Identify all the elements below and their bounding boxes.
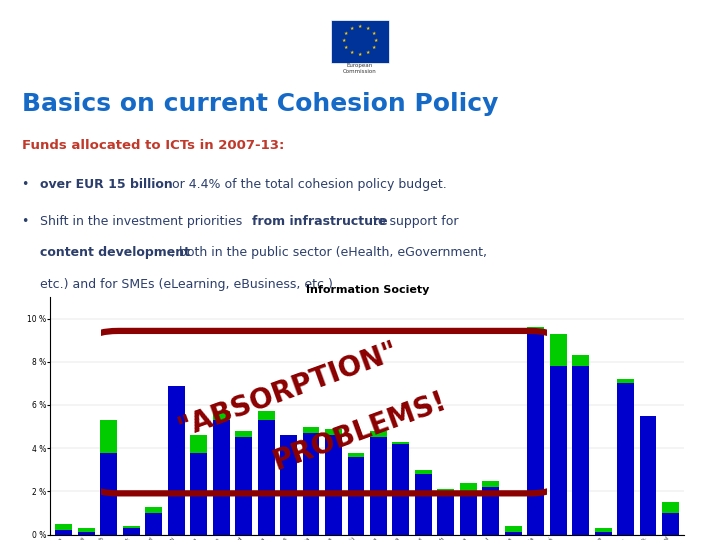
Bar <box>617 383 634 535</box>
Text: ★: ★ <box>350 50 354 56</box>
Text: from infrastructure: from infrastructure <box>252 214 387 227</box>
Bar <box>145 507 162 513</box>
Bar <box>100 453 117 535</box>
Bar <box>595 532 611 535</box>
Bar <box>415 474 432 535</box>
Text: etc.) and for SMEs (eLearning, eBusiness, etc.): etc.) and for SMEs (eLearning, eBusiness… <box>40 278 333 291</box>
Bar <box>190 453 207 535</box>
Bar <box>78 532 95 535</box>
Bar <box>572 355 589 366</box>
Text: over EUR 15 billion: over EUR 15 billion <box>40 178 172 191</box>
Bar <box>123 528 140 535</box>
Bar <box>550 334 567 366</box>
Bar <box>595 528 611 532</box>
Bar <box>639 416 657 535</box>
Bar <box>438 489 454 494</box>
Bar <box>415 470 432 474</box>
Bar <box>235 437 252 535</box>
Text: , both in the public sector (eHealth, eGovernment,: , both in the public sector (eHealth, eG… <box>171 246 487 259</box>
Bar <box>460 494 477 535</box>
Bar <box>325 429 342 435</box>
Bar <box>302 427 320 433</box>
Bar <box>325 435 342 535</box>
Bar <box>258 411 274 420</box>
Bar <box>190 435 207 453</box>
Text: "ABSORPTION": "ABSORPTION" <box>174 337 402 443</box>
Text: ★: ★ <box>366 26 370 31</box>
Text: •: • <box>22 214 29 227</box>
Bar <box>392 444 410 535</box>
Bar <box>482 481 499 487</box>
Text: ★: ★ <box>342 38 346 43</box>
Bar <box>100 420 117 453</box>
Bar <box>527 327 544 332</box>
Bar <box>617 379 634 383</box>
Bar <box>348 457 364 535</box>
Bar <box>55 530 72 535</box>
Bar <box>370 431 387 437</box>
Bar <box>78 528 95 532</box>
Bar <box>302 433 320 535</box>
Bar <box>212 420 230 535</box>
Bar <box>505 526 522 532</box>
Bar <box>331 19 389 63</box>
Text: Shift in the investment priorities: Shift in the investment priorities <box>40 214 246 227</box>
Bar <box>527 332 544 535</box>
Text: ★: ★ <box>344 31 348 36</box>
Bar <box>460 483 477 494</box>
Text: ★: ★ <box>366 50 370 56</box>
Bar <box>662 502 679 513</box>
Bar <box>280 435 297 535</box>
Text: PROBLEMS!: PROBLEMS! <box>269 387 451 476</box>
Bar <box>482 487 499 535</box>
Text: ★: ★ <box>344 45 348 50</box>
Bar <box>348 453 364 457</box>
Text: content development: content development <box>40 246 189 259</box>
Text: ★: ★ <box>374 38 378 43</box>
Text: ★: ★ <box>372 45 376 50</box>
Text: or 4.4% of the total cohesion policy budget.: or 4.4% of the total cohesion policy bud… <box>168 178 446 191</box>
Text: ★: ★ <box>358 52 362 57</box>
Text: European
Commission: European Commission <box>343 63 377 73</box>
Bar <box>235 431 252 437</box>
Bar <box>168 386 184 535</box>
Text: •: • <box>22 178 29 191</box>
Bar <box>258 420 274 535</box>
Bar <box>212 411 230 420</box>
Bar <box>370 437 387 535</box>
Bar <box>572 366 589 535</box>
Bar <box>145 513 162 535</box>
Bar <box>505 532 522 535</box>
Bar <box>438 494 454 535</box>
Title: Information Society: Information Society <box>305 285 429 295</box>
Text: Basics on current Cohesion Policy: Basics on current Cohesion Policy <box>22 92 498 116</box>
Bar <box>392 442 410 444</box>
Text: ★: ★ <box>358 24 362 29</box>
Bar <box>55 524 72 530</box>
Text: Funds allocated to ICTs in 2007-13:: Funds allocated to ICTs in 2007-13: <box>22 139 284 152</box>
Text: ★: ★ <box>372 31 376 36</box>
Text: ★: ★ <box>350 26 354 31</box>
Text: to support for: to support for <box>369 214 458 227</box>
Bar <box>550 366 567 535</box>
Bar <box>123 526 140 528</box>
Bar <box>662 513 679 535</box>
